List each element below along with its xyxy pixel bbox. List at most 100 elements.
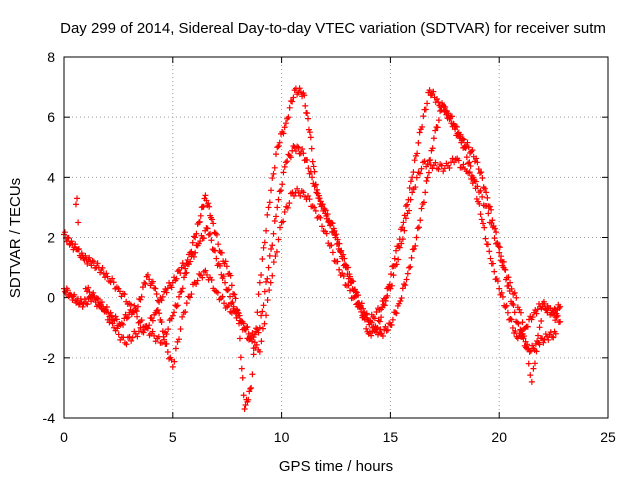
data-point [266,199,273,206]
data-point [399,224,406,231]
data-point [182,265,189,272]
data-point [205,200,212,207]
data-point [322,207,329,214]
data-point [552,330,559,337]
data-point [282,159,289,166]
data-point [121,291,128,298]
data-point [253,341,260,348]
data-point [152,285,159,292]
data-point [454,130,461,137]
data-point [193,281,200,288]
data-point [269,272,276,279]
data-point [493,229,500,236]
data-point [407,196,414,203]
data-point [367,317,374,324]
data-point [284,204,291,211]
data-point [317,198,324,205]
data-point [402,282,409,289]
data-point [412,184,419,191]
data-point [397,298,404,305]
data-point [409,189,416,196]
data-point [133,308,140,315]
data-point [312,181,319,188]
data-point [391,255,398,262]
data-point [500,258,507,265]
data-point [137,296,144,303]
data-point [404,201,411,208]
data-point [169,363,176,370]
data-point [494,240,501,247]
data-point [517,309,524,316]
data-point [174,302,181,309]
data-point [134,303,141,310]
data-point [300,150,307,157]
data-point [480,220,487,227]
data-point [163,289,170,296]
data-point [341,255,348,262]
data-point [351,294,358,301]
data-point [264,297,271,304]
data-point [161,336,168,343]
data-point [460,161,467,168]
data-point [260,244,267,251]
data-point [308,145,315,152]
data-point [271,217,278,224]
data-point [129,334,136,341]
data-point [81,296,88,303]
data-point [422,106,429,113]
data-point [552,317,559,324]
data-point [306,129,313,136]
data-point [228,309,235,316]
data-point [384,292,391,299]
data-point [345,282,352,289]
data-point [524,345,531,352]
data-point [197,212,204,219]
data-point [316,195,323,202]
data-point [187,258,194,265]
data-point [346,273,353,280]
data-point [487,255,494,262]
outlier-point [74,195,81,202]
data-point [281,208,288,215]
data-point [434,124,441,131]
data-point [504,309,511,316]
data-point [412,242,419,249]
data-point [260,302,267,309]
data-point [556,304,563,311]
data-point [489,224,496,231]
data-point [516,306,523,313]
data-point [496,244,503,251]
data-point [395,256,402,263]
data-point [200,235,207,242]
data-point [486,248,493,255]
data-point [276,188,283,195]
data-point [273,213,280,220]
data-point [204,225,211,232]
data-point [426,87,433,94]
y-tick-label: 2 [47,230,55,246]
data-point [483,202,490,209]
data-point [510,302,517,309]
data-point [291,192,298,199]
data-point [183,300,190,307]
data-point [496,249,503,256]
data-point [294,185,301,192]
data-point [329,249,336,256]
data-point [171,309,178,316]
data-point [245,396,252,403]
data-point [280,130,287,137]
data-point [172,345,179,352]
data-point [393,261,400,268]
data-point [529,314,536,321]
data-point [71,291,78,298]
data-point [258,338,265,345]
data-point [358,300,365,307]
data-point [549,333,556,340]
data-point [542,331,549,338]
data-point [357,305,364,312]
data-point [86,254,93,261]
data-point [88,262,95,269]
data-point [488,220,495,227]
data-point [473,155,480,162]
data-point [285,114,292,121]
